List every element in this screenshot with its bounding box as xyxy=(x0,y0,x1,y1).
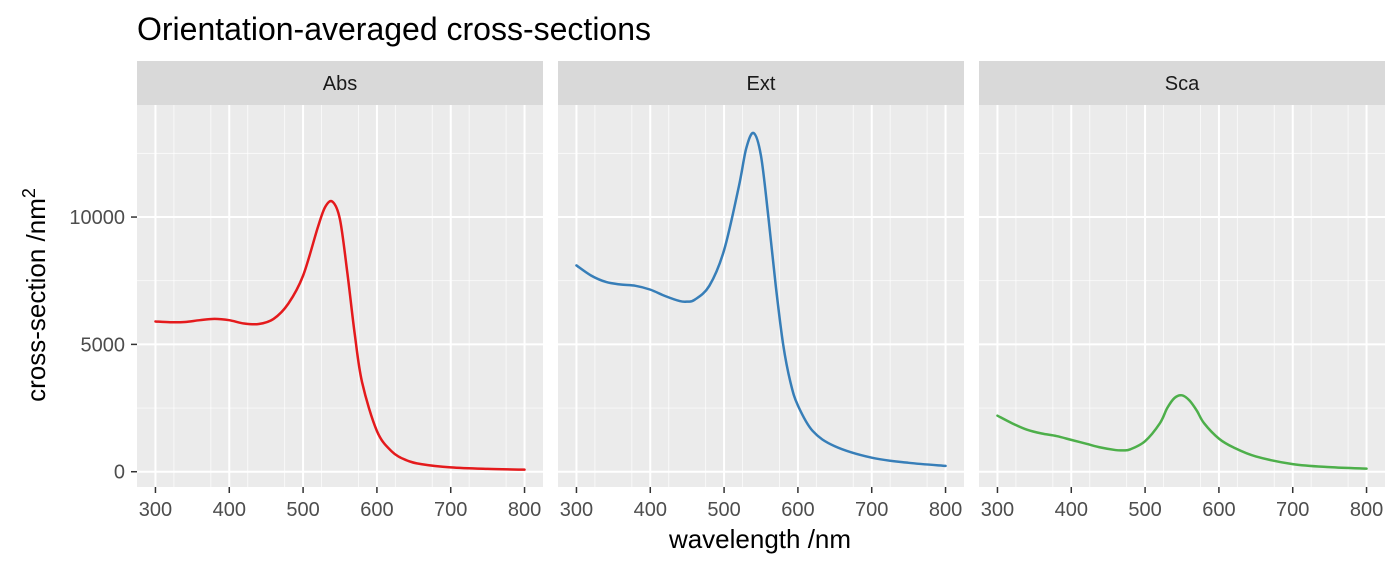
x-tick-label: 300 xyxy=(560,499,593,521)
strip-label: Sca xyxy=(1165,73,1200,95)
series-line-abs xyxy=(154,199,526,471)
y-axis-title: cross-section /nm2 xyxy=(19,188,51,402)
strip-background xyxy=(979,61,1385,105)
panel-background xyxy=(137,105,543,487)
x-tick-label: 500 xyxy=(286,499,319,521)
strip-label: Ext xyxy=(747,73,776,95)
chart-title: Orientation-averaged cross-sections xyxy=(137,11,651,47)
y-axis-title-text: cross-section /nm xyxy=(21,198,51,402)
y-tick-label: 5000 xyxy=(81,334,126,356)
x-tick-label: 800 xyxy=(508,499,541,521)
x-tick-label: 700 xyxy=(855,499,888,521)
panel-sca: Sca 300 400 500 600 700 800 xyxy=(979,61,1385,521)
strip-background xyxy=(558,61,964,105)
x-tick-label: 300 xyxy=(139,499,172,521)
panels-layer: Abs 300 400 500 600 700 800 0 5000 10000 Ext 300 400… xyxy=(69,61,1385,521)
x-tick-label: 300 xyxy=(981,499,1014,521)
x-tick-label: 600 xyxy=(1202,499,1235,521)
x-tick-label: 400 xyxy=(1055,499,1088,521)
x-tick-label: 700 xyxy=(434,499,467,521)
x-tick-label: 600 xyxy=(360,499,393,521)
x-tick-label: 600 xyxy=(781,499,814,521)
strip-label: Abs xyxy=(323,73,357,95)
x-tick-label: 400 xyxy=(213,499,246,521)
y-tick-label: 10000 xyxy=(69,207,125,229)
panel-abs: Abs 300 400 500 600 700 800 0 5000 10000 xyxy=(69,61,543,521)
series-line-sca xyxy=(996,393,1368,470)
x-tick-label: 700 xyxy=(1276,499,1309,521)
x-axis-title: wavelength /nm xyxy=(668,524,851,554)
x-tick-label: 800 xyxy=(929,499,962,521)
x-tick-label: 500 xyxy=(1128,499,1161,521)
strip-background xyxy=(137,61,543,105)
y-axis-title-superscript: 2 xyxy=(19,188,39,198)
x-tick-label: 500 xyxy=(707,499,740,521)
panel-background xyxy=(558,105,964,487)
x-tick-label: 400 xyxy=(634,499,667,521)
y-tick-label: 0 xyxy=(114,462,125,484)
panel-ext: Ext 300 400 500 600 700 800 xyxy=(558,61,964,521)
x-tick-label: 800 xyxy=(1350,499,1383,521)
series-line-ext xyxy=(575,131,947,468)
panel-background xyxy=(979,105,1385,487)
